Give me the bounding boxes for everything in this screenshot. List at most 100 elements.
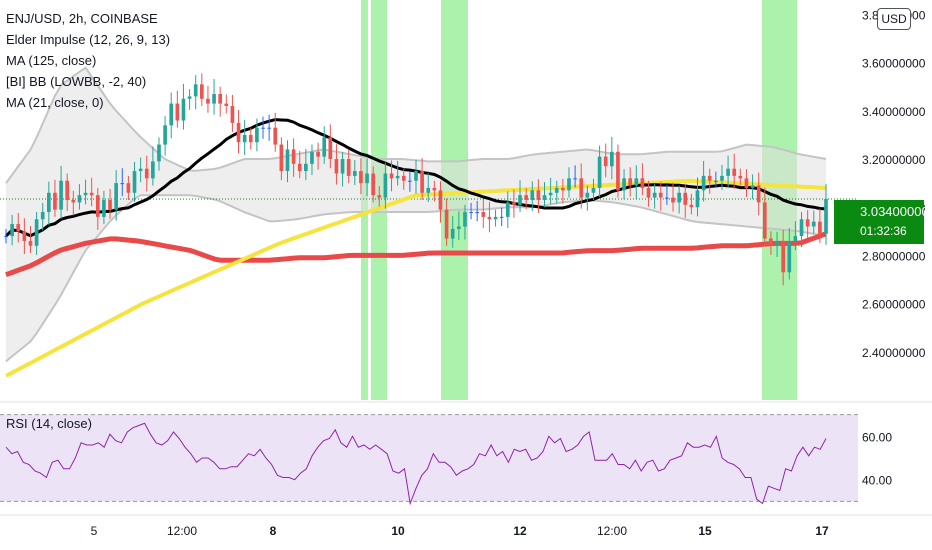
candle-body [750, 185, 755, 188]
ma125-line [5, 178, 827, 378]
candle [59, 165, 63, 219]
legend-ma-125[interactable]: MA (125, close) [6, 53, 97, 68]
rsi-band [0, 414, 858, 502]
bar-countdown: 01:32:36 [860, 224, 907, 238]
candle [47, 181, 51, 226]
candle [561, 178, 565, 204]
symbol-title[interactable]: ENJ/USD, 2h, COINBASE [6, 11, 158, 26]
candle [799, 212, 804, 248]
candle-body [634, 178, 639, 186]
candle [77, 184, 82, 210]
candle [151, 146, 155, 186]
rsi-pane: 60.00 40.00 [0, 414, 892, 506]
candle [22, 218, 27, 254]
candle [346, 149, 351, 184]
candle-body [720, 175, 724, 181]
candle-body [47, 192, 51, 213]
candle-body [108, 200, 112, 210]
candle-body [4, 236, 8, 238]
candle-body [714, 180, 718, 182]
candle-body [138, 168, 143, 172]
candle-body [255, 127, 259, 143]
candle [628, 167, 633, 197]
candle [450, 215, 455, 248]
candle-body [585, 192, 590, 198]
candle [512, 189, 516, 218]
candle-body [640, 178, 645, 188]
candle [255, 118, 259, 152]
candle [640, 163, 645, 196]
candle-body [548, 192, 553, 196]
candle-body [665, 197, 669, 199]
candle-body [573, 178, 577, 180]
bb-band-area [6, 67, 826, 362]
price-tick-label: 2.40000000 [862, 346, 926, 360]
candle-body [144, 168, 149, 179]
legend-ma-21[interactable]: MA (21, close, 0) [6, 95, 104, 110]
candle [438, 181, 443, 223]
candle [138, 157, 143, 183]
candle [181, 83, 186, 130]
candle [756, 172, 761, 216]
candle [377, 186, 382, 207]
candle-body [432, 187, 437, 191]
candle-body [677, 192, 681, 203]
candle [4, 228, 8, 244]
price-tick-label: 2.80000000 [862, 249, 926, 263]
candle [457, 211, 461, 240]
candle-body [781, 240, 785, 273]
candle [701, 160, 706, 202]
candle-body [279, 144, 284, 172]
candlestick-series [4, 73, 828, 286]
candle [420, 158, 424, 200]
candle-body [524, 195, 528, 200]
rsi-legend[interactable]: RSI (14, close) [6, 416, 92, 431]
candle [340, 151, 345, 187]
candle-body [65, 180, 70, 200]
candle [383, 162, 388, 209]
legend-bollinger[interactable]: [BI] BB (LOWBB, -2, 40) [6, 74, 147, 89]
candle-body [628, 178, 633, 186]
candle [475, 200, 480, 222]
candle-body [359, 171, 363, 184]
candle [261, 116, 265, 139]
candle [665, 184, 669, 205]
candle [40, 202, 45, 231]
candle [175, 90, 180, 128]
candle-body [414, 171, 418, 181]
candle [212, 79, 216, 115]
candle [365, 158, 369, 197]
candle-body [616, 151, 620, 191]
candle [463, 204, 467, 240]
candle-body [291, 149, 296, 164]
candle [536, 179, 541, 214]
price-tick-label: 3.60000000 [862, 57, 926, 71]
candle-body [114, 183, 118, 210]
candle-body [285, 149, 290, 172]
candle-body [187, 96, 192, 99]
candle [291, 138, 296, 177]
candle [163, 116, 167, 156]
candle-body [505, 202, 510, 217]
candle [322, 126, 327, 164]
candle [401, 168, 406, 190]
candle-body [775, 240, 779, 246]
candle [89, 177, 94, 207]
candle-body [597, 156, 602, 188]
candle-body [805, 219, 810, 227]
candle [591, 178, 596, 200]
candle-body [591, 187, 596, 193]
candle [65, 173, 70, 212]
candle [585, 185, 590, 211]
candle [218, 86, 223, 117]
currency-button[interactable]: USD [877, 8, 911, 30]
candle [658, 181, 663, 211]
candle-body [818, 221, 822, 234]
candle [206, 85, 210, 113]
candle [108, 188, 112, 219]
candle-body [536, 190, 541, 200]
legend-elder-impulse[interactable]: Elder Impulse (12, 26, 9, 13) [6, 32, 171, 47]
candle [371, 166, 375, 203]
candle [683, 183, 688, 218]
